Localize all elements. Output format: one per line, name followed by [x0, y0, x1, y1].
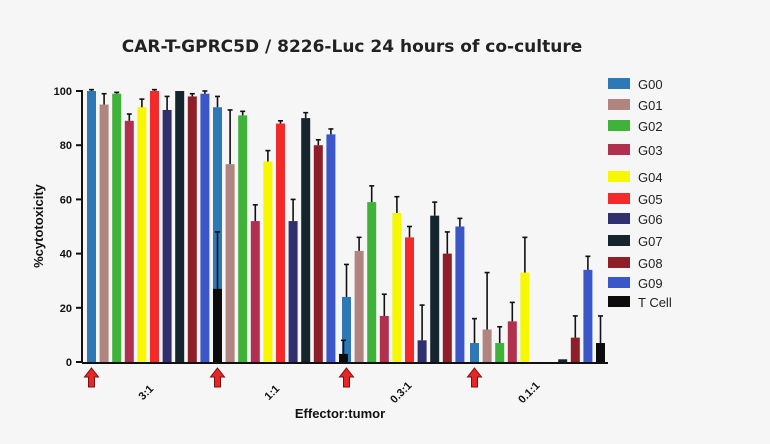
legend-swatch — [608, 99, 630, 110]
bar — [354, 250, 364, 362]
bar — [263, 161, 273, 362]
y-tick-label: 40 — [60, 249, 72, 261]
y-tick-label: 0 — [66, 357, 72, 369]
bar — [213, 288, 222, 362]
bar — [124, 120, 134, 362]
legend-label: G01 — [638, 98, 663, 113]
red-arrow-icon — [338, 367, 355, 388]
bar — [583, 269, 593, 362]
bar — [405, 237, 414, 362]
legend-swatch — [608, 257, 630, 268]
x-tick-label: 3:1 — [137, 383, 157, 403]
bar — [225, 164, 235, 362]
bar — [495, 343, 505, 362]
bar — [288, 221, 298, 362]
bar — [276, 123, 285, 363]
bar — [570, 337, 580, 362]
bar — [87, 91, 96, 362]
bar — [200, 93, 210, 363]
bar — [520, 272, 530, 362]
x-tick-label: 0.3:1 — [388, 380, 414, 406]
bar — [455, 226, 465, 362]
bar — [99, 104, 109, 363]
bar — [379, 315, 389, 362]
plot-area: 0 20 40 60 80 100 3:1 1:1 0.3:1 0.1:1 — [54, 86, 608, 406]
bar — [367, 202, 377, 362]
legend-label: T Cell — [638, 295, 672, 310]
bar — [470, 343, 479, 362]
y-tick-label: 80 — [60, 140, 72, 152]
bar — [430, 215, 440, 362]
bar — [342, 296, 351, 362]
bar — [313, 145, 323, 362]
legend-swatch — [608, 78, 630, 89]
legend-swatch — [608, 144, 630, 155]
y-axis-label: %cytotoxicity — [31, 183, 46, 268]
y-tick-label: 60 — [60, 194, 72, 206]
bar — [596, 343, 605, 362]
chart-title: CAR-T-GPRC5D / 8226-Luc 24 hours of co-c… — [122, 37, 583, 57]
legend: G00 G01 G02 G03 G04 G05 G06 G07 G08 G09 T Cell — [608, 77, 672, 310]
red-arrow-icon — [209, 367, 226, 388]
x-axis-label: Effector:tumor — [295, 406, 385, 421]
bar — [482, 329, 492, 362]
bar — [137, 107, 147, 362]
legend-label: G04 — [638, 170, 663, 185]
bar — [187, 96, 197, 363]
legend-swatch — [608, 193, 630, 204]
legend-swatch — [608, 120, 630, 131]
bar — [339, 353, 348, 362]
bar — [112, 93, 122, 363]
legend-label: G07 — [638, 234, 663, 249]
bar — [162, 109, 172, 362]
legend-label: G06 — [638, 212, 663, 227]
x-tick-label: 0.1:1 — [516, 380, 542, 406]
red-arrow-icon — [466, 367, 483, 388]
y-tick-label: 20 — [60, 303, 72, 315]
legend-swatch — [608, 235, 630, 246]
bar — [417, 340, 427, 362]
legend-label: G00 — [638, 77, 663, 92]
bar — [442, 253, 452, 362]
bar — [150, 91, 159, 362]
bar — [301, 118, 311, 362]
bar — [250, 221, 260, 362]
legend-label: G02 — [638, 119, 663, 134]
legend-swatch — [608, 296, 630, 307]
legend-label: G05 — [638, 192, 663, 207]
legend-label: G08 — [638, 256, 663, 271]
bar — [175, 91, 185, 362]
legend-label: G09 — [638, 276, 663, 291]
red-arrow-icon — [83, 367, 100, 388]
bar — [507, 321, 517, 362]
bar — [558, 359, 568, 362]
legend-swatch — [608, 213, 630, 224]
bar — [326, 134, 336, 362]
bar — [238, 115, 248, 362]
y-tick-label: 100 — [54, 86, 72, 98]
legend-label: G03 — [638, 143, 663, 158]
legend-swatch — [608, 171, 630, 182]
bar — [392, 212, 402, 362]
x-tick-label: 1:1 — [263, 383, 283, 403]
legend-swatch — [608, 277, 630, 288]
